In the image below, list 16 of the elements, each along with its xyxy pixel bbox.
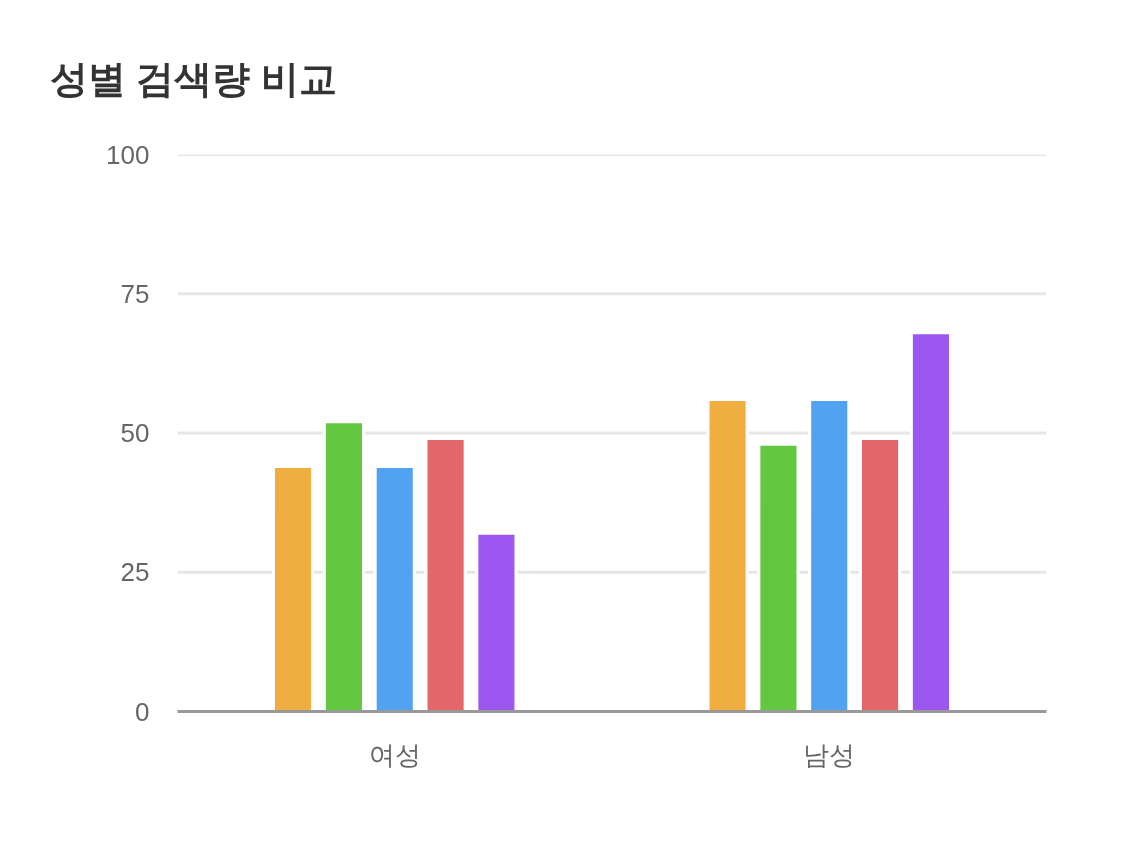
bar (808, 398, 851, 712)
y-tick-label: 25 (120, 557, 150, 588)
bar (757, 442, 800, 712)
x-tick-label: 여성 (368, 739, 421, 770)
bar (859, 437, 902, 712)
bar (424, 437, 467, 712)
y-tick-label: 75 (120, 278, 150, 309)
x-tick-label: 남성 (803, 739, 856, 770)
y-tick-label: 0 (135, 696, 150, 727)
y-tick-label: 100 (106, 139, 150, 170)
bar (475, 531, 518, 712)
bar (322, 420, 365, 712)
y-tick-label: 50 (120, 418, 150, 448)
chart-title: 성별 검색량 비교 (49, 57, 337, 100)
bar (706, 398, 749, 712)
bar (909, 331, 952, 712)
